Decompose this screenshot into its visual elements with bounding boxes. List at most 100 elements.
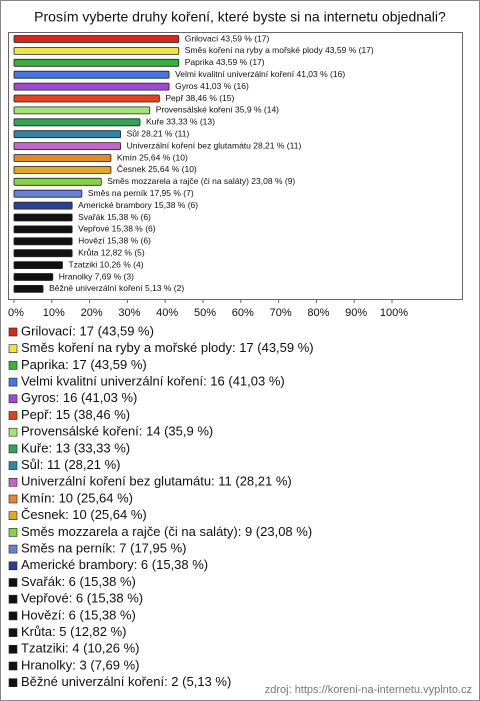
bar-label: Krůta 12,82 % (5): [78, 247, 145, 257]
bar-label: Svařák 15,38 % (6): [78, 212, 151, 222]
bar-label: Česnek 25,64 % (10): [117, 164, 197, 174]
bar: [13, 177, 102, 186]
bar-label: Běžné univerzální koření 5,13 % (2): [49, 283, 184, 293]
legend-label: Velmi kvalitní univerzální koření: 16 (4…: [21, 374, 285, 389]
bar: [13, 118, 141, 127]
bar-label: Sůl 28,21 % (11): [127, 128, 190, 138]
x-tick-label: 30%: [118, 307, 140, 319]
bar: [13, 237, 73, 246]
legend-label: Směs na perník: 7 (17,95 %): [21, 541, 186, 556]
legend-label: Hranolky: 3 (7,69 %): [21, 657, 140, 672]
legend-swatch: [8, 411, 18, 420]
legend-label: Směs mozzarela a rajče (či na saláty): 9…: [21, 524, 312, 539]
bar-label: Hovězí 15,38 % (6): [78, 236, 151, 246]
legend-label: Krůta: 5 (12,82 %): [21, 624, 127, 639]
legend-swatch: [8, 444, 18, 454]
legend-swatch: [8, 678, 18, 688]
legend-swatch: [8, 511, 18, 521]
bar: [13, 70, 170, 79]
bar: [13, 47, 180, 55]
bar-label: Kmín 25,64 % (10): [117, 152, 188, 162]
legend-swatch: [8, 477, 18, 487]
x-tick-label: 0%: [8, 307, 24, 319]
legend-label: Sůl: 11 (28,21 %): [21, 457, 120, 472]
bar: [13, 165, 112, 174]
bar-label: Americké brambory 15,38 % (6): [78, 200, 198, 210]
bar-label: Směs koření na ryby a mořské plody 43,59…: [185, 45, 374, 55]
bar-label: Vepřové 15,38 % (6): [78, 224, 156, 234]
legend-swatch: [8, 644, 18, 654]
legend-swatch: [8, 661, 18, 671]
x-tick-label: 80%: [307, 307, 329, 319]
bar: [13, 58, 180, 67]
legend-swatch: [8, 594, 18, 604]
bar: [13, 130, 122, 139]
x-tick-label: 20%: [81, 307, 103, 319]
legend-swatch: [8, 344, 18, 354]
legend-label: Kmín: 10 (25,64 %): [21, 490, 133, 505]
bar: [13, 261, 63, 270]
legend-label: Pepř: 15 (38,46 %): [21, 407, 130, 422]
legend-label: Kuře: 13 (33,33 %): [21, 440, 130, 455]
legend-label: Americké brambory: 6 (15,38 %): [21, 557, 208, 572]
x-tick-label: 70%: [270, 307, 292, 319]
bar: [13, 213, 73, 222]
bar: [13, 106, 151, 115]
bar-label: Pepř 38,46 % (15): [165, 93, 234, 103]
legend-label: Provensálské koření: 14 (35,9 %): [21, 424, 213, 439]
x-tick-label: 10%: [43, 307, 65, 319]
legend-label: Česnek: 10 (25,64 %): [21, 507, 147, 522]
bar: [13, 142, 122, 151]
bar-label: Směs mozzarela a rajče (či na saláty) 23…: [107, 176, 295, 186]
legend-label: Svařák: 6 (15,38 %): [21, 574, 136, 589]
x-tick-label: 40%: [156, 307, 178, 319]
bar-label: Tzatziki 10,26 % (4): [68, 259, 143, 269]
legend-swatch: [8, 611, 18, 621]
legend-swatch: [8, 561, 18, 571]
bar: [13, 284, 44, 293]
legend-swatch: [8, 494, 18, 504]
legend-label: Běžné univerzální koření: 2 (5,13 %): [21, 674, 231, 689]
legend-label: Vepřové: 6 (15,38 %): [21, 591, 143, 606]
bar: [13, 154, 112, 162]
bar-label: Paprika 43,59 % (17): [185, 57, 265, 67]
chart-title: Prosím vyberte druhy koření, které byste…: [34, 9, 446, 25]
bar: [13, 273, 54, 281]
bar-label: Grilovací 43,59 % (17): [185, 33, 270, 43]
legend-swatch: [8, 394, 18, 404]
legend-swatch: [8, 361, 18, 370]
legend-swatch: [8, 578, 18, 587]
bar: [13, 189, 83, 198]
legend-label: Gyros: 16 (41,03 %): [21, 390, 137, 405]
legend-swatch: [8, 544, 18, 554]
bar-label: Hranolky 7,69 % (3): [59, 271, 134, 281]
bar: [13, 201, 73, 210]
x-tick-label: 60%: [232, 307, 254, 319]
legend-swatch: [8, 427, 18, 437]
legend-label: Grilovací: 17 (43,59 %): [21, 323, 154, 338]
x-tick-label: 100%: [380, 307, 408, 319]
x-tick-label: 90%: [345, 307, 367, 319]
bar-label: Velmi kvalitní univerzální koření 41,03 …: [175, 69, 345, 79]
bar: [13, 225, 73, 234]
legend-swatch: [8, 628, 18, 637]
legend-swatch: [8, 528, 18, 537]
bar: [13, 249, 73, 258]
bar-label: Univerzální koření bez glutamátu 28,21 %…: [127, 140, 302, 150]
bar: [13, 82, 170, 91]
legend-label: Hovězí: 6 (15,38 %): [21, 607, 136, 622]
bar-label: Provensálské koření 35,9 % (14): [156, 105, 279, 115]
bar-label: Gyros 41,03 % (16): [175, 81, 249, 91]
legend-label: Tzatziki: 4 (10,26 %): [21, 641, 140, 656]
legend-label: Směs koření na ryby a mořské plody: 17 (…: [21, 340, 314, 355]
bar-label: Kuře 33,33 % (13): [146, 117, 215, 127]
source: zdroj: https://koreni-na-internetu.vypln…: [265, 684, 472, 696]
legend-label: Paprika: 17 (43,59 %): [21, 357, 147, 372]
bar-label: Směs na perník 17,95 % (7): [88, 188, 194, 198]
x-tick-label: 50%: [194, 307, 216, 319]
legend-swatch: [8, 377, 18, 387]
bar: [13, 35, 180, 43]
legend-swatch: [8, 327, 18, 337]
legend-swatch: [8, 461, 18, 470]
